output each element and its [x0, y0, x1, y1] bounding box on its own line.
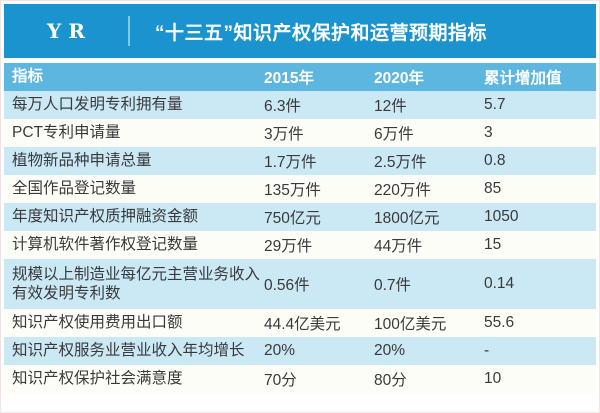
increase-cell: 1050	[484, 208, 519, 225]
value-2015-cell: 70分	[264, 372, 297, 389]
table-row: 全国作品登记数量 135万件 220万件 85	[4, 175, 596, 203]
table-row: 植物新品种申请总量 1.7万件 2.5万件 0.8	[4, 147, 596, 175]
increase-cell: 0.8	[484, 152, 506, 169]
indicator-cell: 全国作品登记数量	[12, 180, 137, 198]
value-2020-cell: 12件	[374, 98, 407, 115]
value-2020-cell: 80分	[374, 372, 407, 389]
header-increase: 累计增加值	[484, 70, 562, 87]
value-2015-cell: 1.7万件	[264, 154, 317, 171]
indicator-cell: 每万人口发明专利拥有量	[12, 96, 183, 114]
table-row: 规模以上制造业每亿元主营业务收入有效发明专利数 0.56件 0.7件 0.14	[4, 259, 596, 309]
value-2020-cell: 0.7件	[374, 277, 412, 294]
value-2020-cell: 2.5万件	[374, 154, 427, 171]
yr-logo: YR	[47, 19, 92, 43]
increase-cell: 5.7	[484, 96, 506, 113]
table-header-row: 指标 2015年 2020年 累计增加值	[4, 63, 596, 91]
value-2020-cell: 6万件	[374, 126, 414, 143]
header-indicator: 指标	[12, 68, 44, 86]
increase-cell: 55.6	[484, 314, 515, 331]
header-2020: 2020年	[374, 70, 424, 87]
table-row: 计算机软件著作权登记数量 29万件 44万件 15	[4, 231, 596, 259]
increase-cell: 3	[484, 124, 493, 141]
value-2015-cell: 44.4亿美元	[264, 316, 341, 333]
value-2020-cell: 220万件	[374, 182, 431, 199]
indicator-cell: 知识产权保护社会满意度	[12, 370, 183, 388]
indicator-cell: 知识产权使用费用出口额	[12, 314, 183, 332]
indicator-cell: 年度知识产权质押融资金额	[12, 208, 199, 226]
value-2015-cell: 3万件	[264, 126, 304, 143]
increase-cell: -	[484, 342, 490, 359]
table-row: 知识产权服务业营业收入年均增长 20% 20% -	[4, 337, 596, 365]
table-row: 知识产权使用费用出口额 44.4亿美元 100亿美元 55.6	[4, 309, 596, 337]
value-2015-cell: 135万件	[264, 182, 321, 199]
title-banner: YR “十三五”知识产权保护和运营预期指标	[4, 4, 596, 58]
increase-cell: 85	[484, 180, 502, 197]
value-2015-cell: 0.56件	[264, 277, 310, 294]
value-2020-cell: 20%	[374, 342, 406, 359]
value-2015-cell: 20%	[264, 342, 296, 359]
indicator-cell: 规模以上制造业每亿元主营业务收入有效发明专利数	[12, 265, 261, 302]
indicator-cell: 知识产权服务业营业收入年均增长	[12, 342, 245, 360]
table-row: 每万人口发明专利拥有量 6.3件 12件 5.7	[4, 91, 596, 119]
value-2020-cell: 1800亿元	[374, 210, 440, 227]
table-body: 每万人口发明专利拥有量 6.3件 12件 5.7 PCT专利申请量 3万件 6万…	[4, 91, 596, 393]
page-title: “十三五”知识产权保护和运营预期指标	[155, 22, 488, 44]
indicator-cell: 计算机软件著作权登记数量	[12, 236, 199, 254]
banner-divider	[128, 16, 130, 46]
indicator-cell: 植物新品种申请总量	[12, 152, 152, 170]
value-2020-cell: 100亿美元	[374, 316, 447, 333]
value-2015-cell: 6.3件	[264, 98, 302, 115]
table-row: 年度知识产权质押融资金额 750亿元 1800亿元 1050	[4, 203, 596, 231]
value-2015-cell: 29万件	[264, 238, 313, 255]
increase-cell: 10	[484, 370, 502, 387]
indicator-table: 指标 2015年 2020年 累计增加值 每万人口发明专利拥有量 6.3件 12…	[4, 63, 596, 393]
increase-cell: 15	[484, 236, 502, 253]
indicator-cell: PCT专利申请量	[12, 124, 121, 142]
increase-cell: 0.14	[484, 275, 515, 292]
table-row: 知识产权保护社会满意度 70分 80分 10	[4, 365, 596, 393]
header-2015: 2015年	[264, 70, 314, 87]
table-row: PCT专利申请量 3万件 6万件 3	[4, 119, 596, 147]
value-2020-cell: 44万件	[374, 238, 423, 255]
value-2015-cell: 750亿元	[264, 210, 321, 227]
